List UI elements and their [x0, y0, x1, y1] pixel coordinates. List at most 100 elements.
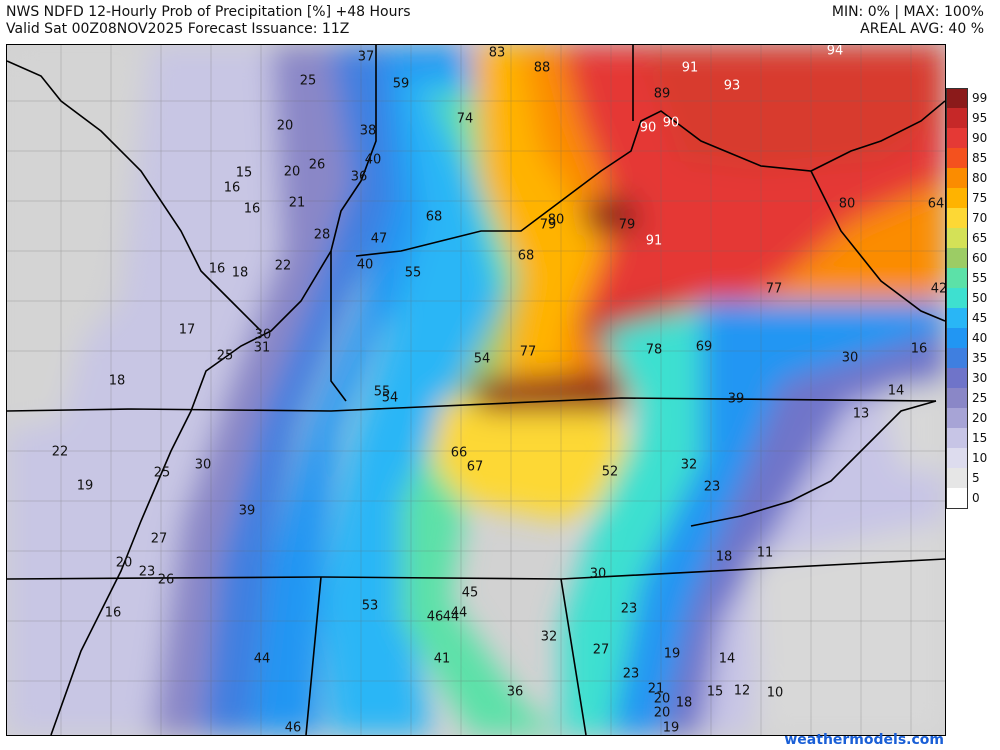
map-value-label: 90	[640, 121, 657, 136]
map-value-label: 12	[734, 684, 751, 699]
map-value-label: 21	[648, 682, 665, 697]
legend-swatch	[946, 308, 968, 328]
legend-label: 25	[972, 391, 988, 405]
state-borders	[7, 45, 945, 735]
source-credit[interactable]: weathermodels.com	[784, 732, 944, 748]
map-value-label: 22	[275, 259, 292, 274]
map-value-label: 91	[646, 234, 663, 249]
map-value-label: 20	[654, 692, 671, 707]
map-value-label: 16	[209, 262, 226, 277]
map-value-label: 44	[451, 606, 468, 621]
map-value-label: 19	[663, 721, 680, 736]
map-value-label: 93	[724, 79, 741, 94]
legend-label: 20	[972, 411, 988, 425]
map-value-label: 16	[911, 342, 928, 357]
legend-swatch	[946, 348, 968, 368]
legend-label: 99	[972, 91, 988, 105]
legend-swatch	[946, 248, 968, 268]
legend-label: 95	[972, 111, 988, 125]
legend-swatch	[946, 88, 968, 109]
map-value-label: 23	[139, 565, 156, 580]
map-value-label: 23	[704, 480, 721, 495]
map-value-label: 66	[451, 446, 468, 461]
areal-average-stat: AREAL AVG: 40 %	[860, 21, 984, 37]
legend-swatch	[946, 128, 968, 148]
map-value-label: 20	[654, 706, 671, 721]
legend-swatch	[946, 448, 968, 468]
map-value-label: 77	[766, 282, 783, 297]
legend-label: 0	[972, 491, 980, 505]
legend-label: 45	[972, 311, 988, 325]
legend-label: 85	[972, 151, 988, 165]
legend-swatch	[946, 408, 968, 428]
map-value-label: 54	[382, 391, 399, 406]
map-value-label: 28	[314, 228, 331, 243]
map-value-label: 18	[716, 550, 733, 565]
legend-swatch	[946, 148, 968, 168]
legend-label: 65	[972, 231, 988, 245]
map-value-label: 91	[682, 61, 699, 76]
legend-label: 60	[972, 251, 988, 265]
legend-label: 75	[972, 191, 988, 205]
map-value-label: 46	[427, 610, 444, 625]
map-subtitle: Valid Sat 00Z08NOV2025 Forecast Issuance…	[6, 21, 350, 37]
map-value-label: 20	[116, 556, 133, 571]
legend-swatch	[946, 208, 968, 228]
legend-label: 70	[972, 211, 988, 225]
legend-swatch	[946, 228, 968, 248]
map-value-label: 38	[360, 124, 377, 139]
map-value-label: 44	[443, 610, 460, 625]
map-value-label: 59	[393, 77, 410, 92]
map-value-label: 26	[158, 573, 175, 588]
map-value-label: 41	[434, 652, 451, 667]
map-value-label: 54	[474, 352, 491, 367]
map-value-label: 27	[151, 532, 168, 547]
legend-swatch	[946, 428, 968, 448]
legend-label: 40	[972, 331, 988, 345]
legend-swatch	[946, 168, 968, 188]
map-value-label: 80	[548, 213, 565, 228]
map-value-label: 18	[676, 696, 693, 711]
map-value-label: 39	[239, 504, 256, 519]
map-value-label: 36	[507, 685, 524, 700]
map-value-label: 17	[179, 323, 196, 338]
legend-swatch	[946, 468, 968, 488]
precipitation-map: 37 25 59 83 88 91 94 93 89 90 90 74 20 38 40 36 26 20 15 16…	[6, 44, 946, 736]
map-value-label: 36	[351, 170, 368, 185]
map-value-label: 78	[646, 343, 663, 358]
map-value-label: 32	[681, 458, 698, 473]
map-value-label: 18	[232, 266, 249, 281]
map-value-label: 20	[277, 119, 294, 134]
map-value-label: 25	[300, 74, 317, 89]
map-value-label: 67	[467, 460, 484, 475]
map-value-label: 16	[244, 202, 261, 217]
map-value-label: 55	[405, 266, 422, 281]
legend-swatch	[946, 368, 968, 388]
map-value-label: 20	[284, 165, 301, 180]
map-value-label: 40	[357, 258, 374, 273]
map-value-label: 88	[534, 61, 551, 76]
map-value-label: 23	[623, 667, 640, 682]
map-value-label: 79	[619, 218, 636, 233]
map-value-label: 68	[426, 210, 443, 225]
map-title: NWS NDFD 12-Hourly Prob of Precipitation…	[6, 4, 411, 20]
probability-fill	[7, 45, 945, 735]
map-value-label: 30	[842, 351, 859, 366]
map-value-label: 45	[462, 586, 479, 601]
map-value-label: 30	[195, 458, 212, 473]
map-value-label: 46	[285, 721, 302, 736]
legend-label: 35	[972, 351, 988, 365]
legend-swatch	[946, 488, 968, 509]
map-value-label: 79	[540, 218, 557, 233]
legend-label: 55	[972, 271, 988, 285]
map-value-label: 14	[888, 384, 905, 399]
map-value-label: 15	[236, 166, 253, 181]
map-value-label: 18	[109, 374, 126, 389]
map-value-label: 44	[254, 652, 271, 667]
map-value-label: 94	[827, 45, 844, 59]
min-max-stats: MIN: 0% | MAX: 100%	[831, 4, 984, 20]
legend-label: 80	[972, 171, 988, 185]
map-value-label: 22	[52, 445, 69, 460]
